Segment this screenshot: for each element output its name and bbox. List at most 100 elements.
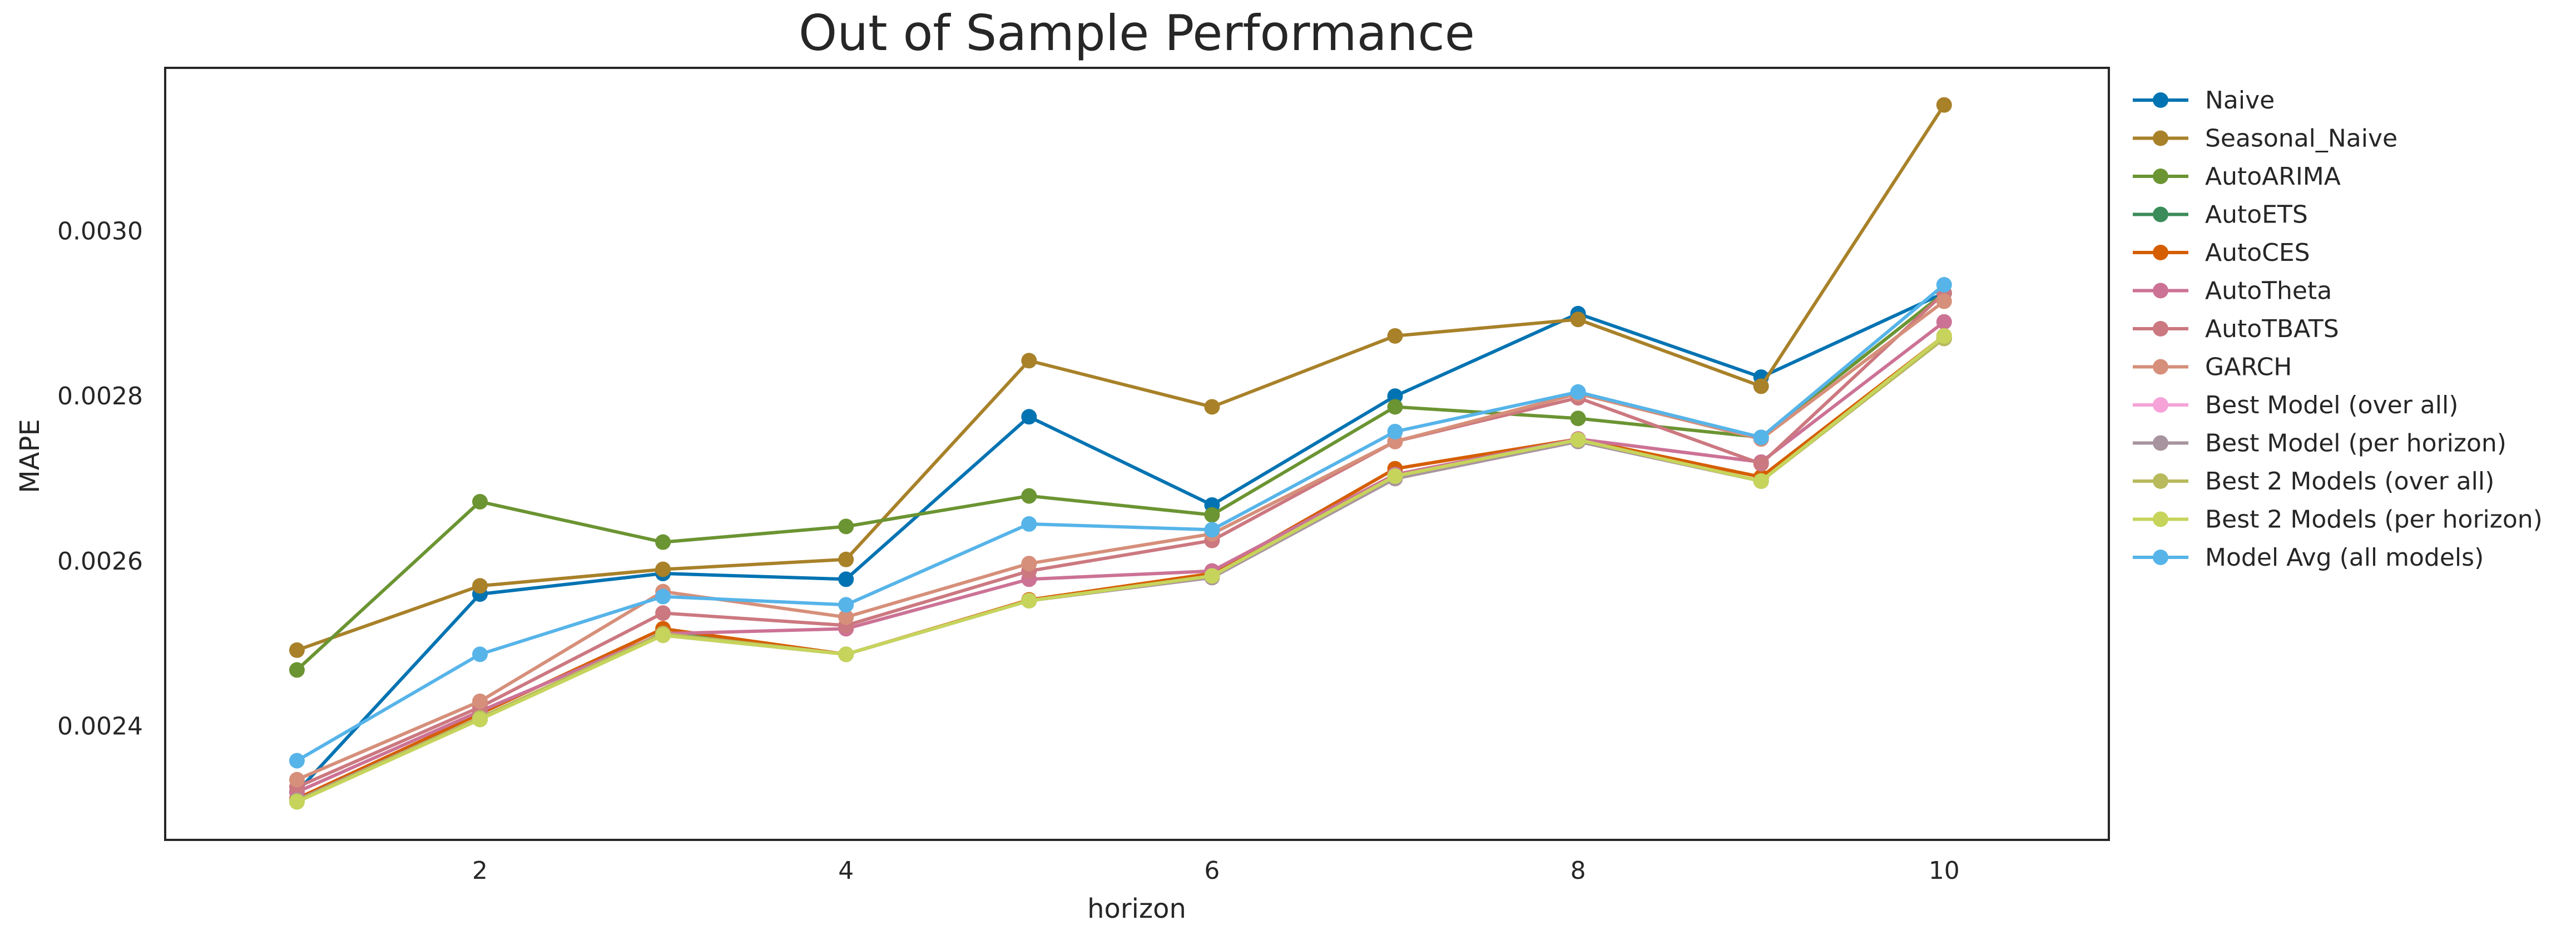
series-group (289, 328, 1952, 810)
data-point (472, 494, 488, 510)
data-point (1204, 507, 1220, 523)
legend-item: AutoETS (2133, 201, 2308, 229)
legend-marker (2153, 321, 2168, 337)
legend-item: AutoCES (2133, 239, 2310, 267)
data-point (289, 771, 305, 788)
legend-item: Seasonal_Naive (2133, 125, 2397, 153)
legend-item: Model Avg (all models) (2133, 543, 2484, 572)
data-point (1753, 429, 1769, 446)
legend-label: Model Avg (all models) (2205, 543, 2484, 572)
legend-label: Best 2 Models (per horizon) (2205, 506, 2543, 534)
data-point (1936, 314, 1952, 330)
data-point (655, 561, 671, 577)
legend-marker (2153, 435, 2168, 451)
legend-marker (2153, 550, 2168, 565)
data-point (1387, 388, 1403, 404)
legend-label: AutoARIMA (2205, 162, 2341, 191)
data-point (655, 627, 671, 644)
legend-marker (2153, 473, 2168, 489)
series-group (289, 277, 1952, 769)
legend-label: AutoCES (2205, 239, 2310, 267)
data-point (1387, 399, 1403, 415)
data-point (655, 534, 671, 550)
series-line (296, 334, 1945, 804)
legend-label: Best 2 Models (over all) (2205, 467, 2494, 496)
data-point (1204, 399, 1220, 415)
x-tick-label: 8 (1571, 857, 1586, 885)
legend-item: Best Model (per horizon) (2133, 429, 2506, 458)
data-point (1936, 293, 1952, 309)
data-point (1021, 488, 1037, 504)
legend-label: Best Model (per horizon) (2205, 429, 2506, 458)
data-point (655, 605, 671, 621)
legend-item: AutoTheta (2133, 277, 2332, 305)
series-line (295, 291, 1945, 794)
data-point (1936, 97, 1952, 113)
legend-label: AutoTBATS (2205, 315, 2339, 343)
legend-label: Seasonal_Naive (2205, 125, 2397, 153)
data-point (1753, 378, 1769, 394)
legend-item: AutoARIMA (2133, 162, 2341, 191)
x-axis-label: horizon (1087, 893, 1186, 924)
data-point (1021, 516, 1037, 532)
data-point (1570, 311, 1586, 328)
data-point (1204, 568, 1220, 584)
legend-marker (2153, 245, 2168, 260)
data-point (289, 794, 305, 810)
y-tick-label: 0.0024 (57, 712, 143, 740)
axis-ticks: 2 4 6 8 10 0.0024 0.0026 0.0028 0.0030 (57, 217, 1960, 885)
legend-item: AutoTBATS (2133, 315, 2339, 343)
legend-marker (2153, 359, 2168, 375)
data-point (1936, 277, 1952, 293)
data-point (655, 588, 671, 605)
series-line (296, 291, 1945, 789)
data-point (1021, 409, 1037, 425)
y-tick-label: 0.0030 (57, 217, 143, 246)
data-point (1936, 328, 1952, 344)
legend-label: Naive (2205, 86, 2275, 115)
data-point (1204, 522, 1220, 538)
series-line (296, 320, 1945, 794)
data-point (1021, 353, 1037, 369)
data-point (289, 753, 305, 769)
data-point (1570, 410, 1586, 427)
data-point (1021, 592, 1037, 608)
series-group (289, 285, 1952, 678)
data-point (289, 662, 305, 678)
legend-label: AutoETS (2205, 201, 2308, 229)
y-axis-label: MAPE (14, 419, 46, 493)
data-point (838, 646, 854, 662)
legend-marker (2153, 206, 2168, 222)
data-point (838, 597, 854, 613)
data-point (838, 551, 854, 567)
legend-label: AutoTheta (2205, 277, 2332, 305)
data-point (472, 646, 488, 662)
legend-marker (2153, 92, 2168, 108)
y-tick-label: 0.0028 (57, 382, 143, 410)
data-point (838, 609, 854, 625)
legend-marker (2153, 283, 2168, 299)
data-point (1387, 468, 1403, 484)
data-point (1021, 556, 1037, 572)
legend-item: Best 2 Models (over all) (2133, 467, 2494, 496)
series-group (289, 97, 1952, 810)
y-tick-label: 0.0026 (57, 547, 143, 576)
legend-item: GARCH (2133, 353, 2292, 382)
x-tick-label: 6 (1204, 857, 1220, 885)
data-point (1570, 384, 1586, 400)
series-group (289, 97, 1952, 658)
data-point (838, 518, 854, 535)
data-point (1753, 473, 1769, 489)
series-line (295, 291, 1945, 671)
series-line (296, 283, 1945, 763)
legend-marker (2153, 130, 2168, 146)
data-point (838, 571, 854, 587)
data-point (1570, 432, 1586, 448)
x-tick-label: 4 (838, 857, 854, 885)
data-point (472, 578, 488, 594)
legend-item: Best 2 Models (per horizon) (2133, 506, 2543, 534)
x-tick-label: 2 (472, 857, 488, 885)
legend-label: Best Model (over all) (2205, 391, 2458, 419)
